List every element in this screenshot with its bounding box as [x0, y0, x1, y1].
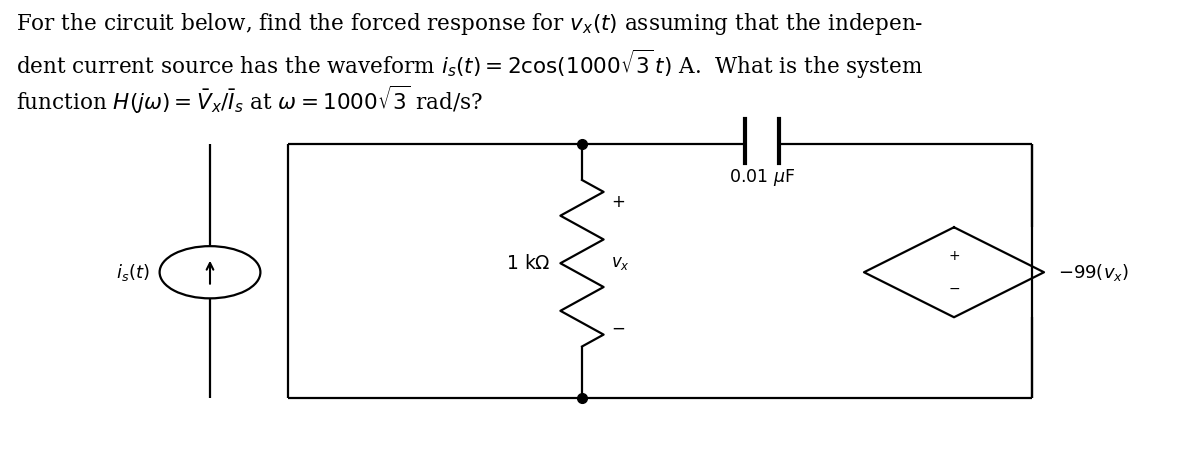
Text: dent current source has the waveform $i_s(t) = 2\cos(1000\sqrt{3}\,t)$ A.  What : dent current source has the waveform $i_… [16, 47, 923, 81]
Text: $0.01\ \mu\mathrm{F}$: $0.01\ \mu\mathrm{F}$ [728, 167, 796, 189]
Text: $-$: $-$ [948, 281, 960, 295]
Text: $-$: $-$ [611, 320, 625, 337]
Text: $1\ \mathrm{k}\Omega$: $1\ \mathrm{k}\Omega$ [506, 254, 551, 273]
Text: $-99(v_x)$: $-99(v_x)$ [1058, 262, 1129, 283]
Text: function $H(j\omega) = \bar{V}_x/\bar{I}_s$ at $\omega = 1000\sqrt{3}$ rad/s?: function $H(j\omega) = \bar{V}_x/\bar{I}… [16, 83, 482, 116]
Text: For the circuit below, find the forced response for $v_x(t)$ assuming that the i: For the circuit below, find the forced r… [16, 11, 923, 37]
Text: $+$: $+$ [611, 194, 625, 211]
Text: $+$: $+$ [948, 249, 960, 264]
Text: $v_x$: $v_x$ [611, 255, 630, 272]
Text: $i_s(t)$: $i_s(t)$ [116, 262, 150, 283]
